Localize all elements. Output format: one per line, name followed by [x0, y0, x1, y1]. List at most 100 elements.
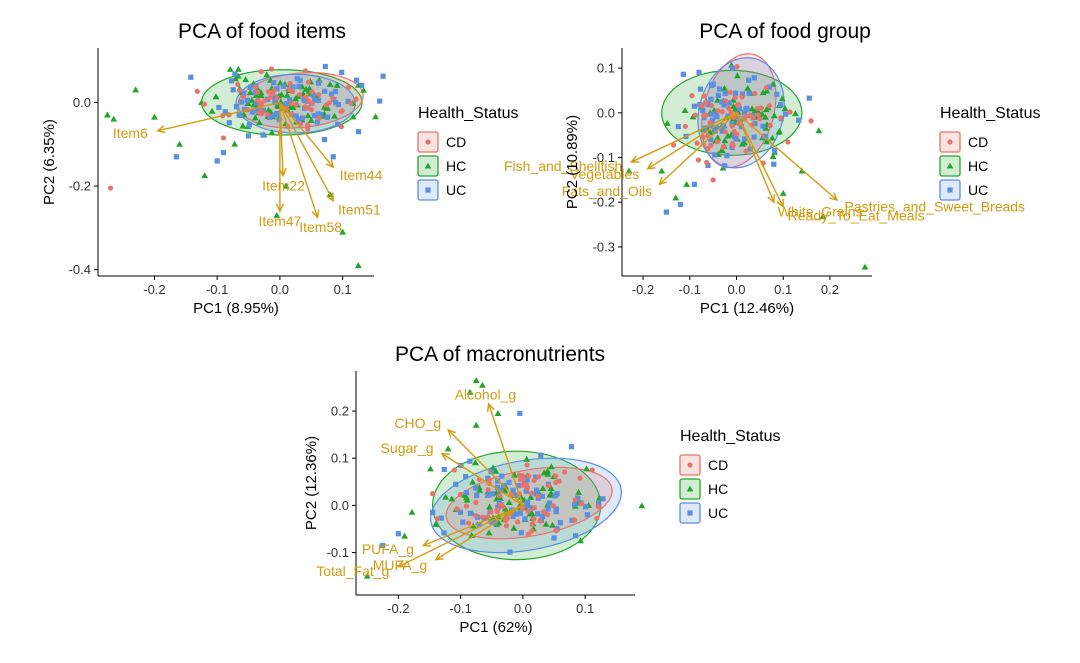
point-cd [703, 99, 709, 106]
point-cd [705, 133, 711, 139]
point-uc [494, 484, 501, 490]
point-hc [442, 493, 449, 500]
point-uc [535, 511, 541, 517]
point-hc [539, 485, 547, 491]
chart-title: PCA of food group [699, 20, 871, 43]
point-hc [517, 493, 525, 500]
point-cd [719, 109, 726, 115]
point-hc [208, 107, 216, 114]
point-uc [712, 128, 718, 134]
point-hc [201, 172, 209, 179]
point-cd [758, 105, 764, 111]
point-uc [497, 487, 504, 493]
loading-label: Pastries_and_Sweet_Breads [845, 199, 1026, 215]
legend-circle-icon [687, 462, 693, 468]
loading-arrowhead [325, 159, 335, 169]
loading-arrow [398, 504, 524, 568]
point-hc [778, 95, 786, 102]
y-tick-label: 0.0 [73, 95, 91, 110]
loading-label: White_Grains [778, 203, 863, 219]
point-uc [230, 87, 236, 93]
legend-label: UC [968, 182, 988, 198]
point-uc [296, 116, 302, 123]
loading-arrowhead [440, 452, 450, 461]
point-hc [372, 113, 379, 120]
point-uc [330, 154, 336, 160]
point-cd [536, 474, 542, 480]
point-uc [745, 77, 752, 83]
loading-label: Item47 [259, 213, 302, 229]
point-hc [734, 72, 741, 79]
point-cd [259, 110, 265, 117]
point-hc [469, 478, 477, 485]
loading-arrowhead [421, 539, 432, 547]
point-uc [260, 132, 266, 138]
point-hc [326, 80, 334, 87]
loading-label: Item22 [262, 178, 305, 194]
point-cd [699, 102, 705, 109]
legend-label: HC [968, 158, 988, 174]
point-cd [107, 185, 114, 191]
point-uc [554, 491, 560, 497]
point-uc [296, 83, 302, 90]
point-hc [763, 87, 771, 94]
point-uc [806, 95, 812, 101]
point-uc [495, 478, 501, 484]
point-hc [769, 153, 777, 160]
point-hc [549, 521, 556, 528]
point-uc [228, 78, 235, 84]
point-hc [577, 537, 585, 544]
point-cd [743, 148, 749, 154]
point-uc [242, 106, 248, 112]
plot-area: -0.2 -0.1 0.0 0.1 0.2 -0.3 -0.2 -0.1 0.0 0.1 Fish_… [504, 48, 1026, 297]
point-hc [110, 115, 118, 122]
point-hc [354, 262, 362, 269]
point-uc [783, 111, 789, 117]
legend-title: Health_Status [680, 428, 781, 445]
point-hc [752, 107, 760, 114]
point-cd [595, 503, 601, 510]
point-cd [254, 89, 261, 95]
point-hc [448, 495, 456, 502]
point-uc [272, 99, 278, 105]
point-uc [276, 117, 282, 123]
point-cd [734, 102, 740, 109]
point-cd [430, 491, 436, 497]
point-hc [256, 119, 263, 126]
point-uc [744, 105, 750, 112]
point-uc [430, 509, 436, 516]
loading-arrow [647, 112, 737, 170]
legend-triangle-icon [686, 485, 694, 492]
loading-arrow [157, 101, 281, 132]
point-cd [550, 503, 556, 509]
point-uc [377, 98, 383, 104]
point-hc [401, 532, 408, 539]
x-tick-label: 0.1 [774, 282, 792, 297]
point-cd [682, 123, 688, 129]
point-hc [527, 493, 535, 500]
loading-label: Item51 [338, 201, 381, 217]
legend-square-icon [425, 187, 431, 193]
plot-area: -0.2 -0.1 0.0 0.1 -0.4 -0.2 0.0 Item6 Item22 Item… [69, 48, 386, 297]
point-cd [504, 515, 510, 521]
chart-title: PCA of macronutrients [395, 343, 605, 366]
point-cd [473, 499, 479, 505]
point-uc [545, 506, 551, 512]
y-tick-label: -0.3 [593, 239, 615, 254]
point-uc [233, 104, 240, 110]
point-cd [728, 109, 734, 115]
point-hc [302, 85, 310, 92]
point-uc [321, 137, 328, 143]
point-cd [323, 102, 330, 108]
point-uc [314, 119, 320, 125]
point-uc [311, 97, 318, 103]
point-uc [489, 491, 495, 497]
point-uc [568, 444, 575, 450]
point-uc [517, 410, 523, 417]
point-uc [517, 510, 523, 516]
y-axis-label: PC2 (12.36%) [303, 436, 320, 530]
point-uc [515, 482, 522, 489]
point-uc [751, 134, 757, 140]
point-uc [772, 148, 778, 154]
